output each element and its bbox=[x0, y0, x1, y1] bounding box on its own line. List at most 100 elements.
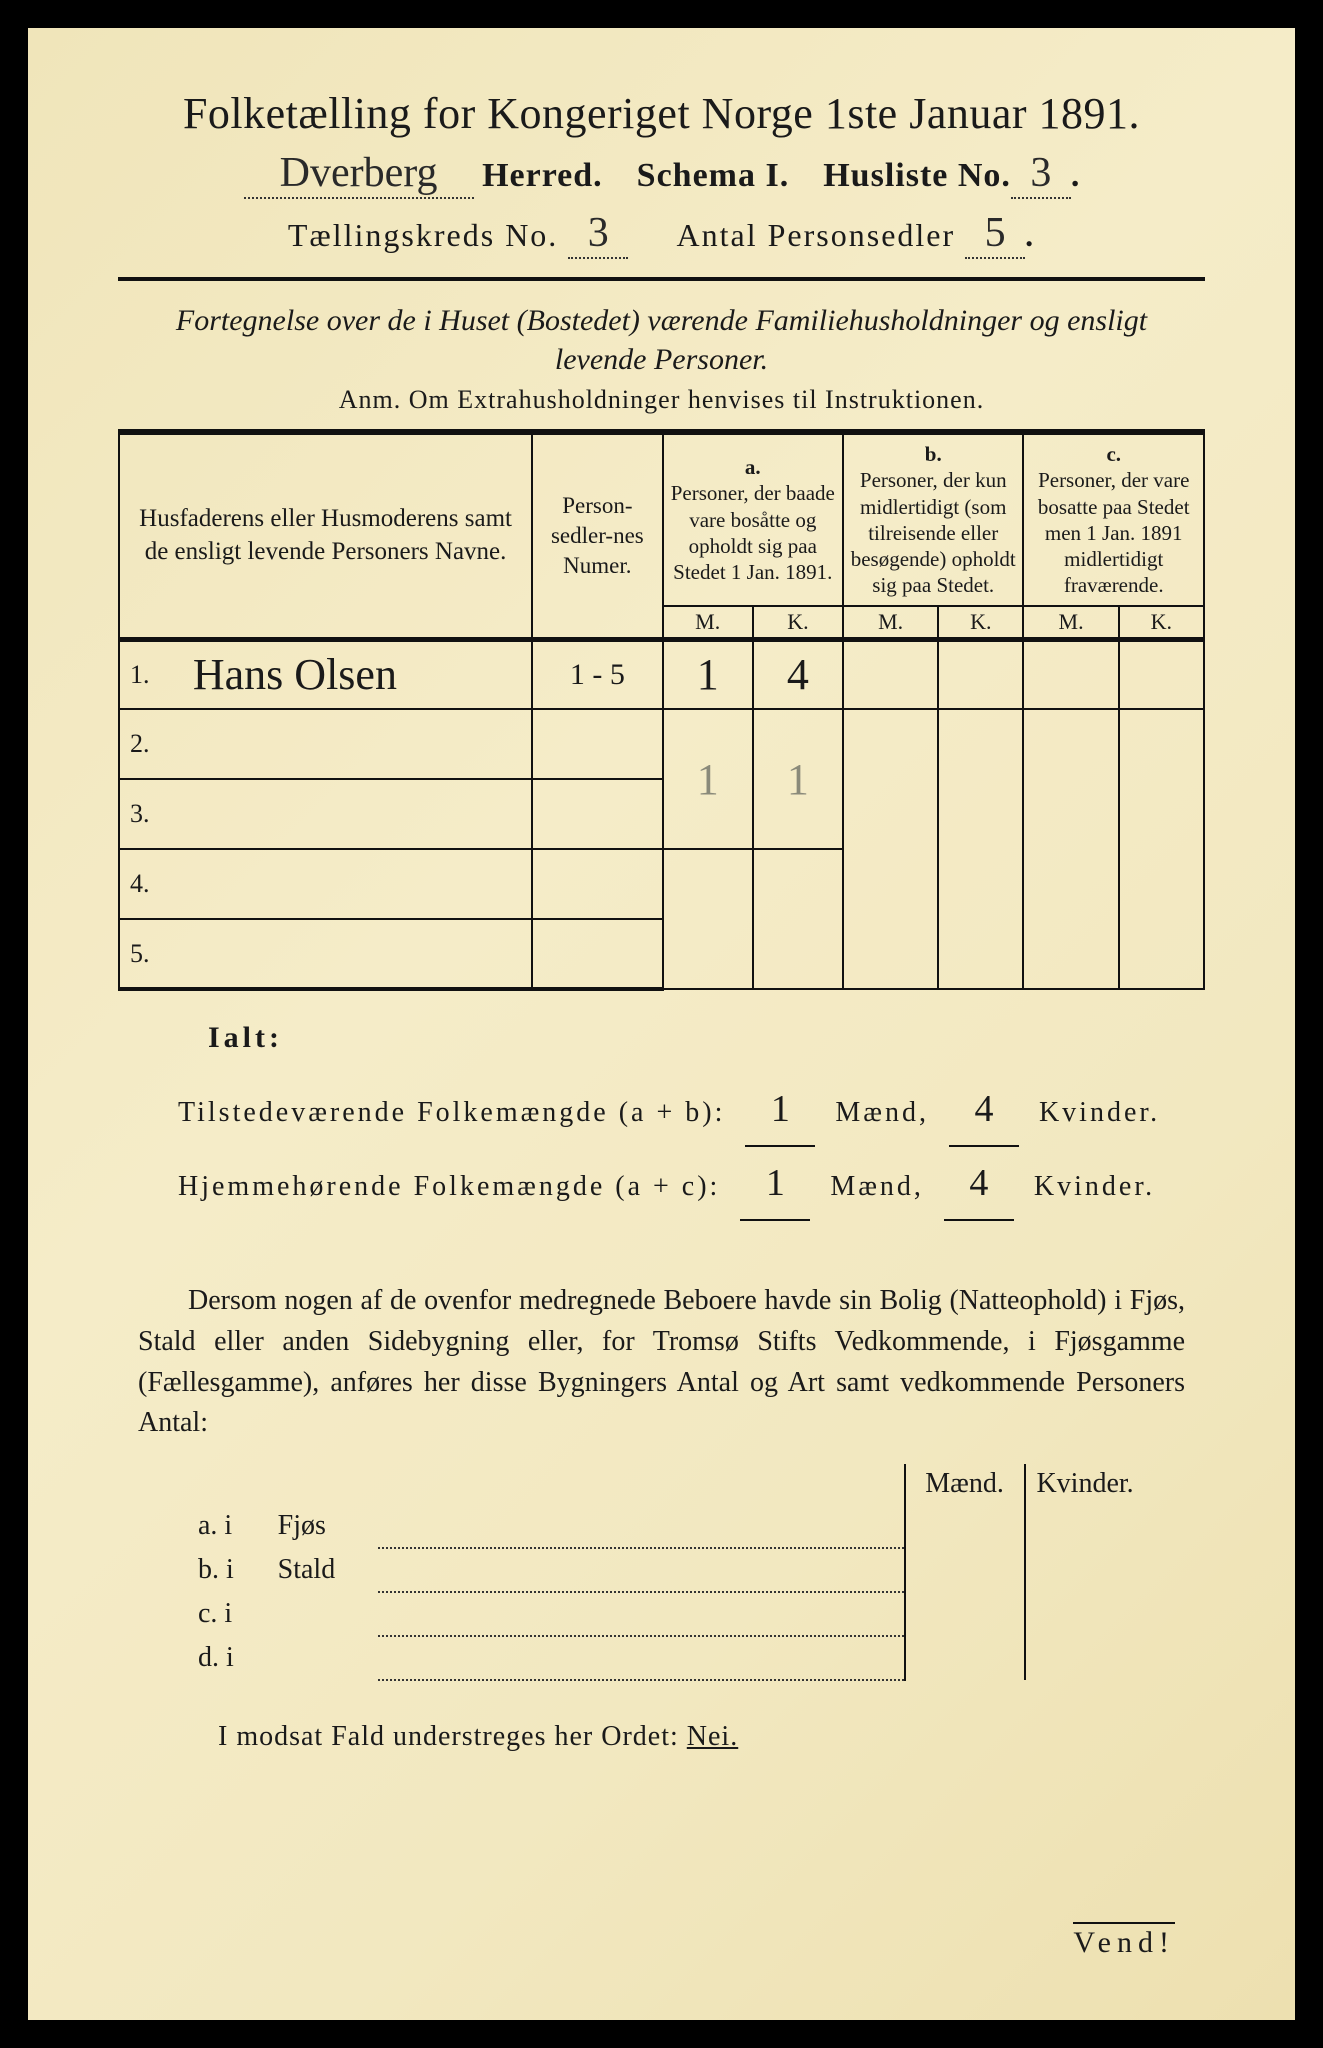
cell-b-m bbox=[843, 639, 938, 709]
herred-label: Herred. bbox=[482, 157, 603, 194]
col-a-header: a. Personer, der baade vare bosåtte og o… bbox=[663, 434, 843, 606]
final-text: I modsat Fald understreges her Ordet: bbox=[218, 1721, 679, 1752]
a-m: M. bbox=[663, 606, 753, 640]
c-k: K. bbox=[1119, 606, 1204, 640]
tkreds-value: 3 bbox=[568, 209, 628, 259]
herred-value: Dverberg bbox=[244, 149, 474, 199]
main-title: Folketælling for Kongeriget Norge 1ste J… bbox=[118, 88, 1205, 139]
sub-k bbox=[1025, 1548, 1145, 1592]
vend-label: Vend! bbox=[1073, 1922, 1175, 1960]
cell-a-m: 1 bbox=[697, 755, 719, 804]
col-name-text: Husfaderens eller Husmoderens samt de en… bbox=[139, 505, 512, 565]
row-num: 5. bbox=[119, 919, 179, 989]
cell-c-m bbox=[1023, 709, 1118, 989]
sub-table: Mænd. Kvinder. a. i Fjøs b. i Stald c. i bbox=[188, 1464, 1145, 1681]
sub-name bbox=[268, 1636, 379, 1680]
b-m: M. bbox=[843, 606, 938, 640]
sub-row: b. i Stald bbox=[188, 1548, 1145, 1592]
antal-value: 5 bbox=[965, 209, 1025, 259]
sub-row: a. i Fjøs bbox=[188, 1504, 1145, 1548]
cell-a-m: 1 bbox=[697, 650, 719, 699]
row-name bbox=[179, 779, 532, 849]
rule-1 bbox=[118, 277, 1205, 281]
nei: Nei. bbox=[687, 1721, 738, 1752]
row-num: 1. bbox=[119, 639, 179, 709]
tilstede-label: Tilstedeværende Folkemængde (a + b): bbox=[178, 1097, 725, 1128]
cell-c-m bbox=[1023, 639, 1118, 709]
cell-numer bbox=[532, 779, 662, 849]
cell-b-k bbox=[938, 709, 1023, 989]
header-row-2: Dverberg Herred. Schema I. Husliste No.3… bbox=[118, 149, 1205, 199]
sub-label: c. i bbox=[188, 1592, 268, 1636]
row-name bbox=[179, 919, 532, 989]
kvinder-label-2: Kvinder. bbox=[1034, 1171, 1155, 1202]
subtitle-1: Fortegnelse over de i Huset (Bostedet) v… bbox=[148, 301, 1175, 379]
col-numer-header: Person-sedler-nes Numer. bbox=[532, 434, 662, 639]
sub-k bbox=[1025, 1636, 1145, 1680]
sub-row: d. i bbox=[188, 1636, 1145, 1680]
row-name: Hans Olsen bbox=[193, 650, 397, 699]
tilstede-k: 4 bbox=[949, 1073, 1019, 1147]
cell-c-k bbox=[1119, 709, 1204, 989]
sub-name bbox=[268, 1592, 379, 1636]
table-row: 2. 1 1 bbox=[119, 709, 1204, 779]
cell-a-k bbox=[753, 849, 843, 989]
table-row: 1. Hans Olsen 1 - 5 1 4 bbox=[119, 639, 1204, 709]
kvinder-label: Kvinder. bbox=[1039, 1097, 1160, 1128]
a-k: K. bbox=[753, 606, 843, 640]
sub-row: c. i bbox=[188, 1592, 1145, 1636]
sub-m bbox=[905, 1504, 1025, 1548]
cell-a-k: 1 bbox=[787, 755, 809, 804]
b-k: K. bbox=[938, 606, 1023, 640]
sub-head-k: Kvinder. bbox=[1025, 1464, 1145, 1504]
sub-label: a. i bbox=[188, 1504, 268, 1548]
c-m: M. bbox=[1023, 606, 1118, 640]
totals-block: Tilstedeværende Folkemængde (a + b): 1 M… bbox=[178, 1073, 1205, 1221]
sub-k bbox=[1025, 1504, 1145, 1548]
b-label: b. bbox=[925, 442, 942, 466]
antal-label: Antal Personsedler bbox=[677, 217, 956, 253]
paragraph: Dersom nogen af de ovenfor medregnede Be… bbox=[138, 1281, 1185, 1443]
tkreds-label: Tællingskreds No. bbox=[288, 217, 558, 253]
a-label: a. bbox=[745, 455, 761, 479]
row-name bbox=[179, 849, 532, 919]
b-text: Personer, der kun midlertidigt (som tilr… bbox=[851, 468, 1016, 597]
main-table: Husfaderens eller Husmoderens samt de en… bbox=[118, 433, 1205, 991]
mend-label-2: Mænd, bbox=[830, 1171, 924, 1202]
cell-numer: 1 - 5 bbox=[532, 639, 662, 709]
cell-a-m bbox=[663, 849, 753, 989]
a-text: Personer, der baade vare bosåtte og opho… bbox=[671, 481, 835, 584]
hjemme-m: 1 bbox=[740, 1147, 810, 1221]
col-name-header: Husfaderens eller Husmoderens samt de en… bbox=[119, 434, 532, 639]
row-num: 2. bbox=[119, 709, 179, 779]
cell-numer bbox=[532, 709, 662, 779]
row-name bbox=[179, 709, 532, 779]
c-label: c. bbox=[1106, 442, 1121, 466]
sub-k bbox=[1025, 1592, 1145, 1636]
cell-a-k: 4 bbox=[787, 650, 809, 699]
final-line: I modsat Fald understreges her Ordet: Ne… bbox=[218, 1721, 1205, 1753]
husliste-value: 3 bbox=[1011, 149, 1071, 199]
c-text: Personer, der vare bosatte paa Stedet me… bbox=[1038, 468, 1190, 597]
cell-b-m bbox=[843, 709, 938, 989]
hjemme-label: Hjemmehørende Folkemængde (a + c): bbox=[178, 1171, 720, 1202]
mend-label: Mænd, bbox=[835, 1097, 929, 1128]
row-num: 3. bbox=[119, 779, 179, 849]
subtitle-2: Anm. Om Extrahusholdninger henvises til … bbox=[118, 385, 1205, 415]
hjemme-k: 4 bbox=[944, 1147, 1014, 1221]
sub-label: b. i bbox=[188, 1548, 268, 1592]
census-form-page: Folketælling for Kongeriget Norge 1ste J… bbox=[28, 28, 1295, 2020]
cell-numer bbox=[532, 919, 662, 989]
schema-label: Schema I. bbox=[637, 157, 790, 194]
ialt-label: Ialt: bbox=[208, 1021, 283, 1054]
col-c-header: c. Personer, der vare bosatte paa Stedet… bbox=[1023, 434, 1204, 606]
cell-numer bbox=[532, 849, 662, 919]
sub-m bbox=[905, 1548, 1025, 1592]
husliste-label: Husliste No. bbox=[823, 157, 1011, 194]
sub-m bbox=[905, 1636, 1025, 1680]
header-row-3: Tællingskreds No. 3 Antal Personsedler 5… bbox=[118, 209, 1205, 259]
cell-b-k bbox=[938, 639, 1023, 709]
sub-m bbox=[905, 1592, 1025, 1636]
row-num: 4. bbox=[119, 849, 179, 919]
col-b-header: b. Personer, der kun midlertidigt (som t… bbox=[843, 434, 1023, 606]
